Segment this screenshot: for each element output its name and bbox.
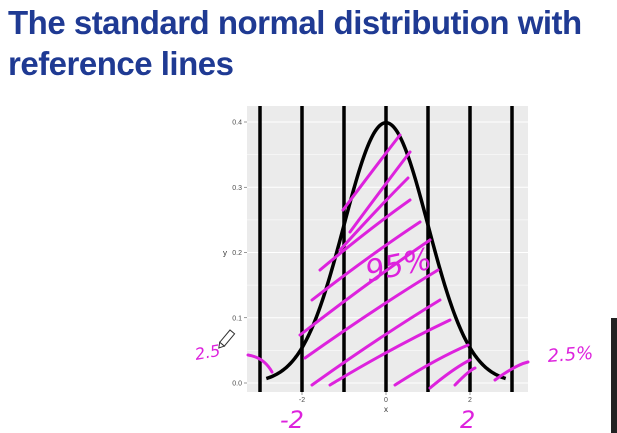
axis-ticks: 0.0 0.1 0.2 0.3 0.4 -2 0 2: [232, 120, 472, 405]
x-tick-label: 2: [468, 397, 472, 404]
hatch-stroke: [318, 198, 412, 272]
y-axis-label: y: [223, 249, 227, 258]
y-tick-label: 0.3: [232, 185, 242, 192]
hatch-stroke: [298, 238, 432, 337]
annotation-right-mark: 2: [460, 406, 475, 433]
handwritten-annotations: [246, 133, 530, 390]
hatch-stroke: [328, 318, 452, 387]
hatch-stroke: [393, 343, 470, 387]
annotation-left-tail: 2.5: [193, 341, 221, 364]
y-tick-label: 0.2: [232, 250, 242, 257]
hatch-stroke: [338, 176, 410, 252]
hatch-stroke: [493, 360, 530, 382]
slide-title: The standard normal distribution with re…: [8, 4, 582, 82]
y-tick-label: 0.0: [232, 381, 242, 388]
window-edge-bar: [611, 318, 617, 433]
hatch-stroke: [341, 133, 402, 212]
hatch-stroke: [310, 298, 442, 387]
y-tick-label: 0.4: [232, 120, 242, 127]
y-tick-label: 0.1: [232, 315, 242, 322]
hatch-stroke: [303, 268, 440, 360]
x-axis-label: x: [384, 405, 388, 414]
hatch-stroke: [246, 353, 274, 374]
annotation-right-tail: 2.5%: [547, 343, 594, 367]
hatch-stroke: [453, 366, 477, 387]
hatch-stroke: [310, 220, 422, 302]
hatch-stroke: [348, 150, 412, 234]
x-tick-label: -2: [299, 397, 305, 404]
annotation-left-mark: -2: [280, 406, 304, 433]
x-tick-label: 0: [384, 397, 388, 404]
pencil-cursor-icon: [218, 329, 236, 349]
hatch-stroke: [428, 358, 472, 390]
density-curve: [265, 120, 507, 381]
